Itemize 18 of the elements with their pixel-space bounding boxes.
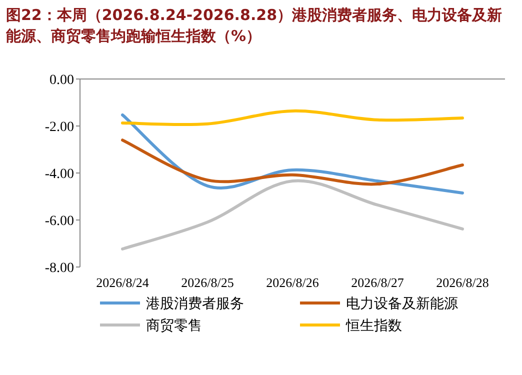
y-tick-label: -4.00: [44, 167, 74, 182]
x-tick-label: 2026/8/24: [96, 275, 150, 290]
x-tick-label: 2026/8/25: [181, 275, 234, 290]
line-series: [121, 138, 464, 186]
line-series: [121, 109, 464, 126]
y-tick-label: -8.00: [44, 261, 74, 276]
x-tick-label: 2026/8/28: [436, 275, 489, 290]
legend-label: 商贸零售: [146, 318, 202, 334]
line-series: [121, 179, 464, 250]
y-tick-label: -6.00: [44, 214, 74, 229]
x-tick-label: 2026/8/26: [266, 275, 320, 290]
legend-label: 恒生指数: [345, 318, 402, 334]
legend-label: 电力设备及新能源: [346, 296, 458, 312]
y-tick-label: -2.00: [44, 120, 74, 135]
legend-label: 港股消费者服务: [146, 296, 244, 312]
y-tick-label: 0.00: [50, 73, 74, 88]
chart-title: 图22：本周（2026.8.24-2026.8.28）港股消费者服务、电力设备及新能源、商贸零售均跑输恒生指数（%）: [6, 6, 502, 45]
x-tick-label: 2026/8/27: [351, 275, 404, 290]
